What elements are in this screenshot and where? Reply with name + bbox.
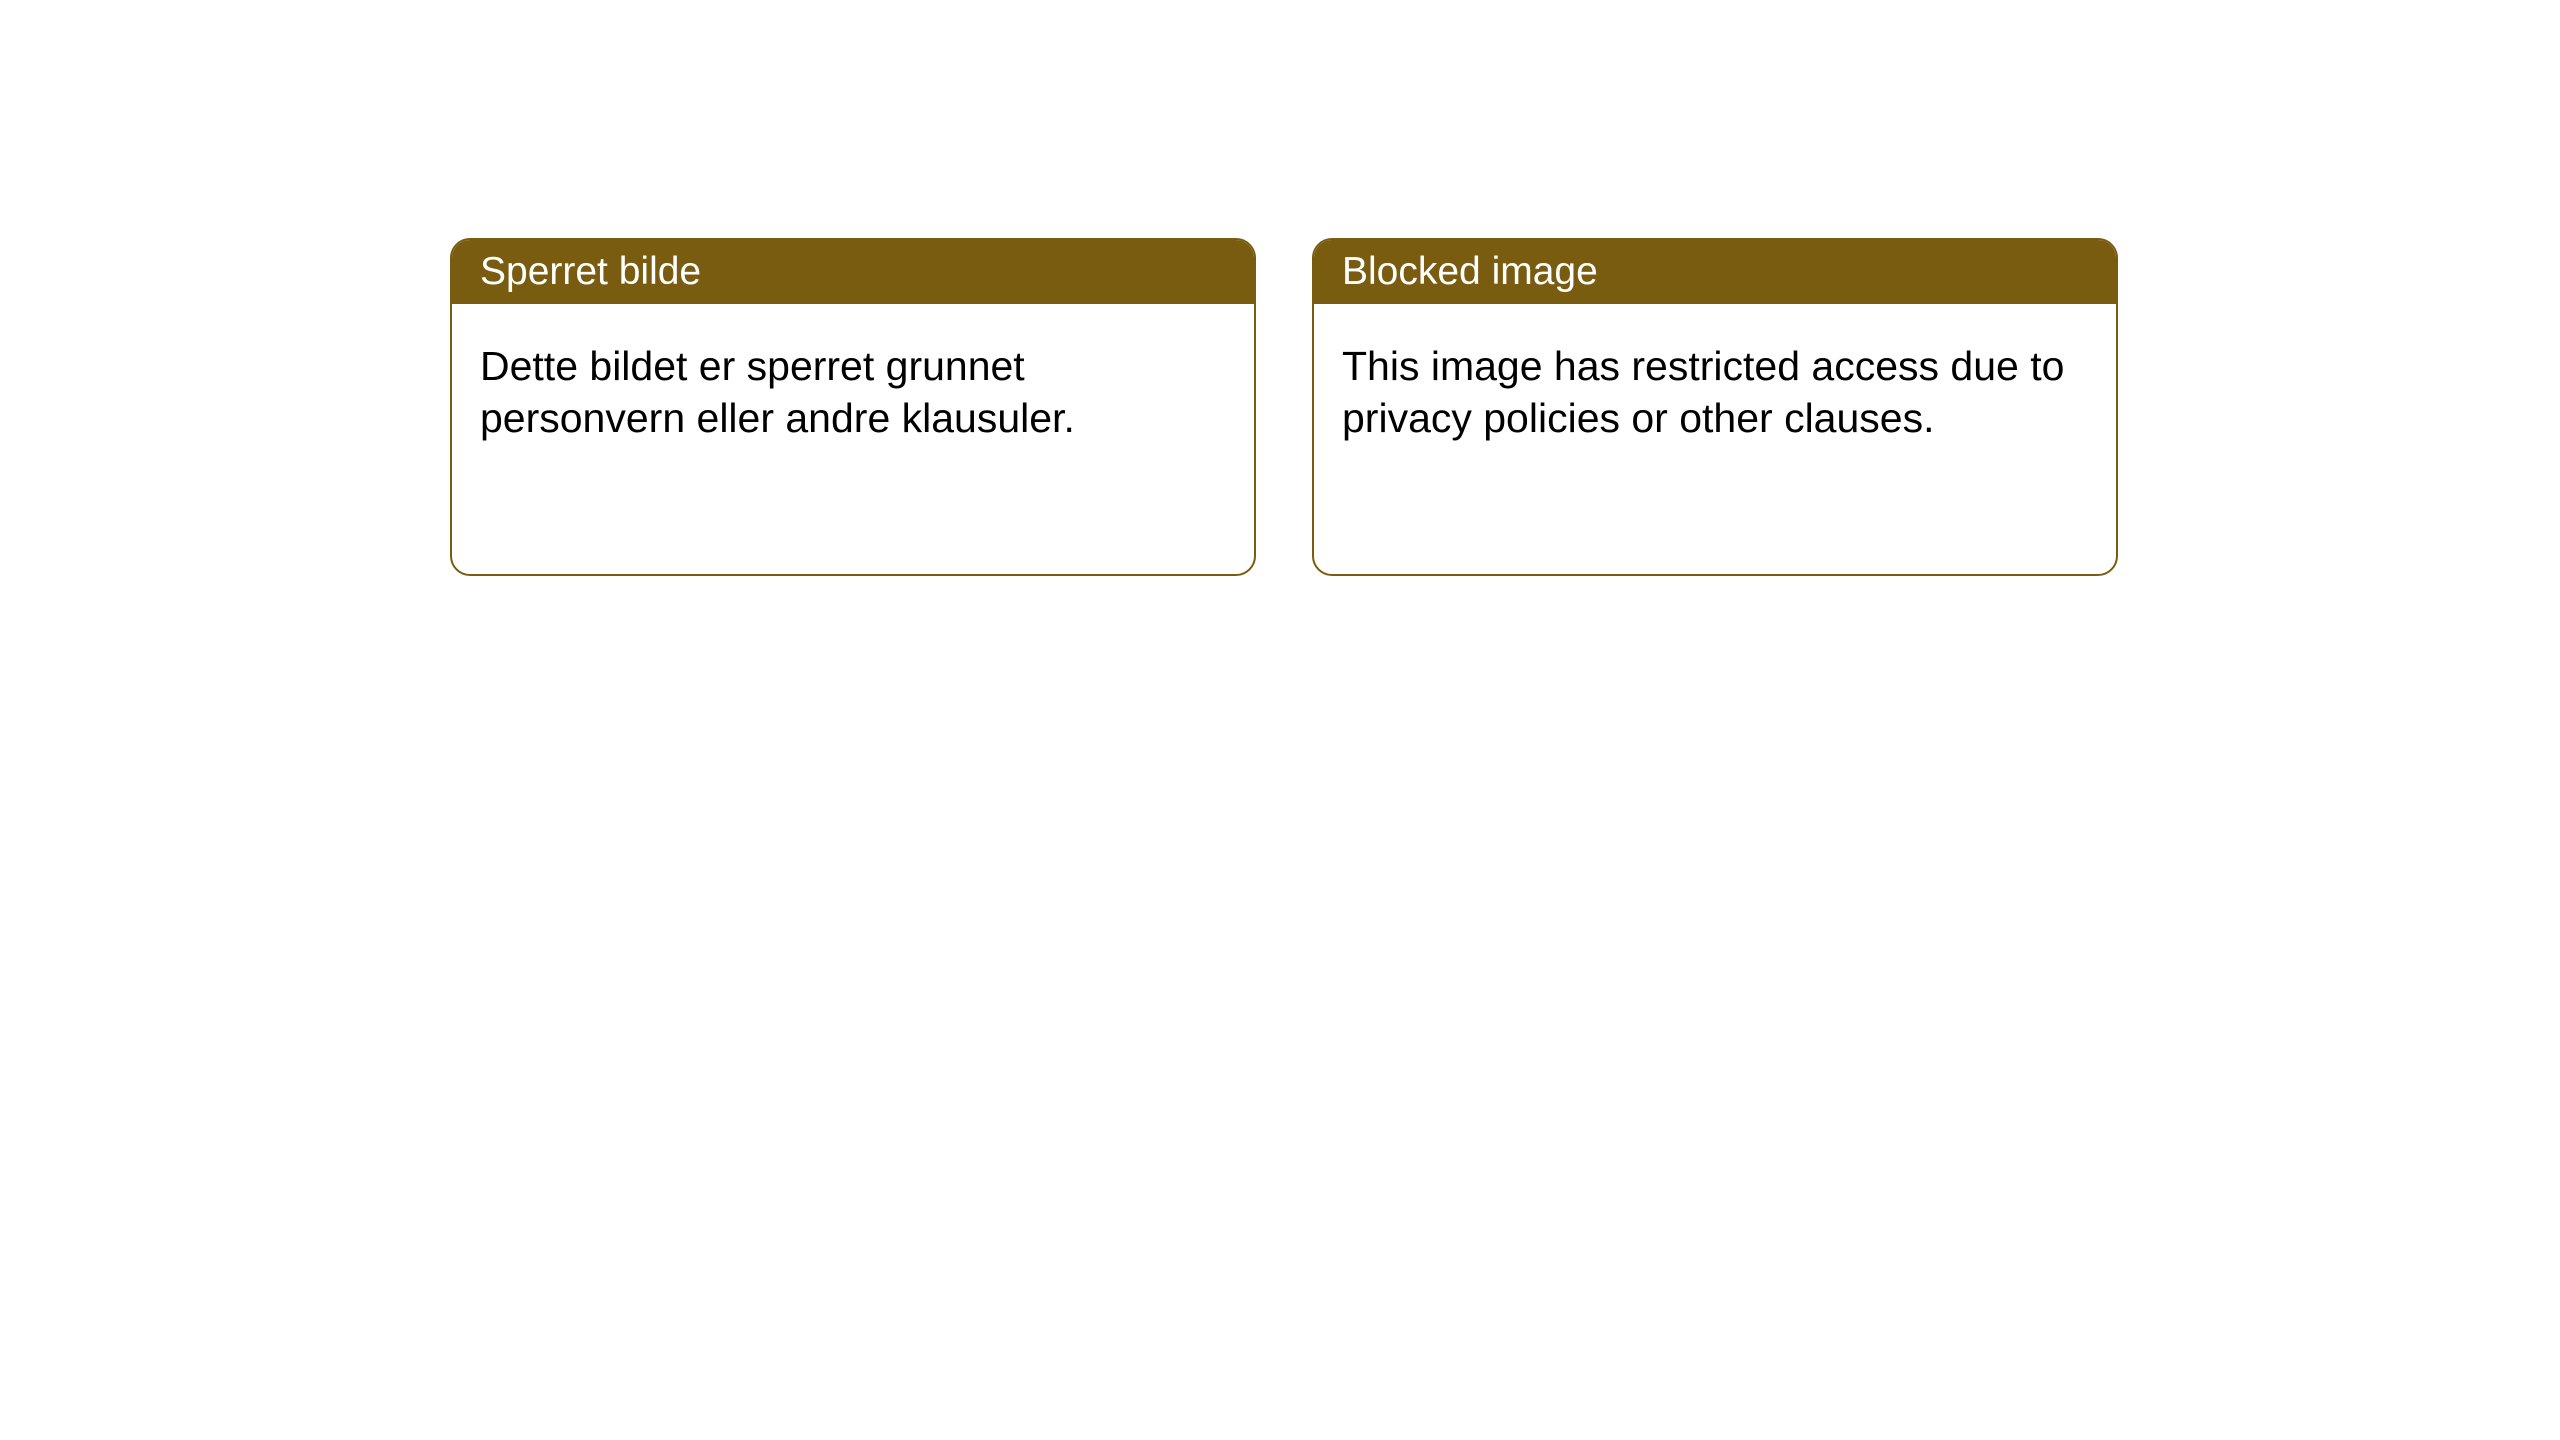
card-header: Blocked image xyxy=(1314,240,2116,304)
card-header: Sperret bilde xyxy=(452,240,1254,304)
card-body: This image has restricted access due to … xyxy=(1314,304,2116,481)
blocked-image-card-norwegian: Sperret bilde Dette bildet er sperret gr… xyxy=(450,238,1256,576)
card-title: Blocked image xyxy=(1342,250,1598,293)
card-body: Dette bildet er sperret grunnet personve… xyxy=(452,304,1254,481)
blocked-image-card-english: Blocked image This image has restricted … xyxy=(1312,238,2118,576)
card-title: Sperret bilde xyxy=(480,250,701,293)
cards-container: Sperret bilde Dette bildet er sperret gr… xyxy=(0,0,2560,576)
card-message: This image has restricted access due to … xyxy=(1342,343,2064,441)
card-message: Dette bildet er sperret grunnet personve… xyxy=(480,343,1075,441)
